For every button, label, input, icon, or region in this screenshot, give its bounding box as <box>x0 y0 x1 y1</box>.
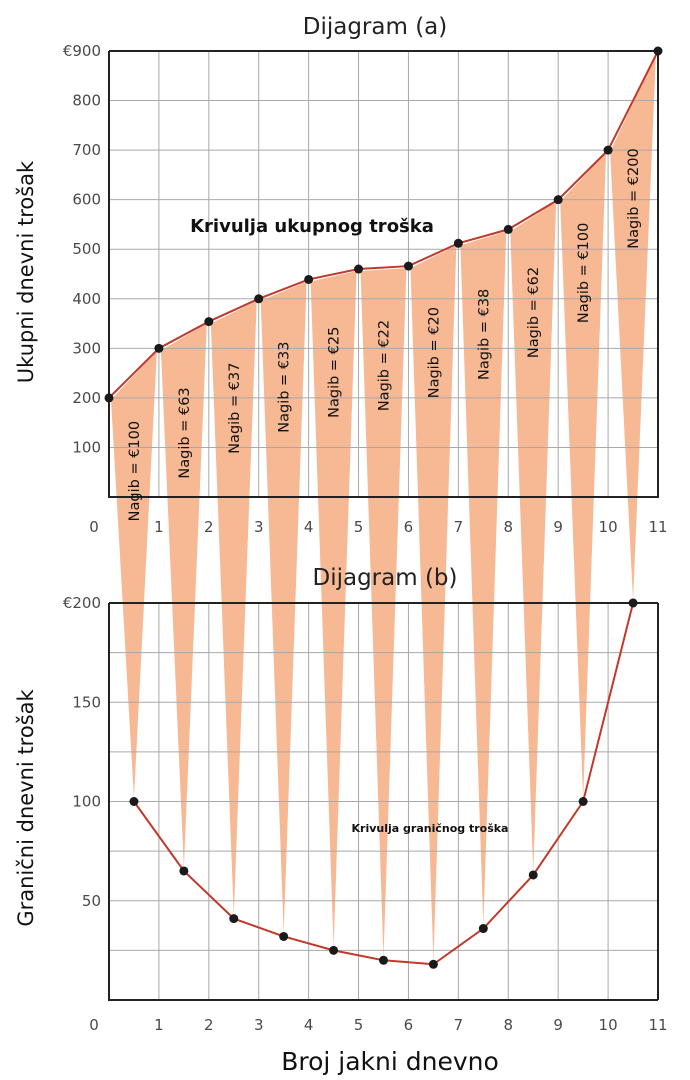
chart-a-ylabel: Ukupni dnevni trošak <box>14 160 38 383</box>
chart-a-x-tick: 8 <box>503 518 513 536</box>
chart-a-y-tick: €900 <box>63 42 101 60</box>
total-cost-curve-label: Krivulja ukupnog troška <box>190 216 434 237</box>
chart-a-x-tick: 4 <box>304 518 314 536</box>
total-cost-point <box>403 261 413 271</box>
chart-a-y-tick: 300 <box>72 339 101 357</box>
total-cost-point <box>453 238 463 248</box>
slope-label: Nagib = €62 <box>526 267 542 358</box>
slope-wedge <box>510 201 557 872</box>
chart-a-y-tick: 600 <box>72 191 101 209</box>
chart-b-y-tick: €200 <box>63 594 101 612</box>
slope-wedge <box>160 323 207 868</box>
marginal-cost-point <box>628 598 638 608</box>
marginal-cost-point <box>379 955 388 965</box>
total-cost-point <box>503 224 513 234</box>
total-cost-point <box>553 195 563 205</box>
slope-label: Nagib = €20 <box>426 307 442 398</box>
slope-label: Nagib = €200 <box>626 148 642 248</box>
chart-a-y-tick: 700 <box>72 141 101 159</box>
chart-a-y-tick: 400 <box>72 290 101 308</box>
total-cost-point <box>304 274 314 284</box>
total-cost-point <box>603 145 613 155</box>
chart-a-frame <box>108 50 659 498</box>
marginal-cost-point <box>179 866 189 876</box>
chart-b-x-tick: 1 <box>154 1016 164 1034</box>
chart-b-y-tick: 150 <box>72 693 101 711</box>
chart-b-x-tick: 3 <box>254 1016 264 1034</box>
chart-b-title: Dijagram (b) <box>313 565 458 591</box>
marginal-cost-point <box>129 797 139 806</box>
chart-b-x-tick: 8 <box>503 1016 513 1034</box>
chart-b-x-tick: 7 <box>454 1016 464 1034</box>
chart-a-y-tick: 100 <box>72 438 101 456</box>
chart-b-x-tick: 10 <box>599 1016 618 1034</box>
marginal-cost-point <box>329 945 339 955</box>
chart-a-x-tick: 3 <box>254 518 264 536</box>
slope-label: Nagib = €33 <box>277 342 293 433</box>
chart-b-ylabel: Granični dnevni trošak <box>14 689 38 927</box>
chart-a-y-tick: 500 <box>72 240 101 258</box>
chart-a-x-tick: 7 <box>454 518 464 536</box>
slope-label: Nagib = €22 <box>377 320 393 411</box>
chart-b-x-tick: 2 <box>204 1016 214 1034</box>
slope-wedge <box>460 231 507 926</box>
chart-a-x-tick: 9 <box>553 518 563 536</box>
chart-a-y-tick: 200 <box>72 389 101 407</box>
chart-a-title: Dijagram (a) <box>303 14 448 40</box>
slope-label: Nagib = €38 <box>476 289 492 380</box>
slope-label: Nagib = €25 <box>327 327 343 418</box>
slope-wedge <box>310 271 357 948</box>
slope-label: Nagib = €63 <box>177 387 193 478</box>
marginal-cost-point <box>578 797 588 806</box>
marginal-cost-point <box>528 870 538 880</box>
chart-b-x-tick: 9 <box>553 1016 563 1034</box>
marginal-cost-curve-label: Krivulja graničnog troška <box>352 822 509 835</box>
chart-b-xlabel: Broj jakni dnevno <box>281 1047 499 1076</box>
marginal-cost-point <box>279 931 289 941</box>
chart-b-y-tick: 100 <box>72 793 101 811</box>
chart-a-x-tick: 6 <box>404 518 414 536</box>
chart-a-x-tick: 5 <box>354 518 364 536</box>
total-cost-point <box>354 264 364 274</box>
total-cost-curve <box>108 50 659 399</box>
chart-a-y-tick: 800 <box>72 92 101 110</box>
chart-b-y-tick: 50 <box>82 892 101 910</box>
slope-wedge <box>210 300 257 916</box>
marginal-cost-point <box>229 914 239 924</box>
chart-b-x-tick: 5 <box>354 1016 364 1034</box>
chart-b-x-tick: 6 <box>404 1016 414 1034</box>
chart-a-x-tick: 10 <box>599 518 618 536</box>
chart-b-x-tick: 11 <box>648 1016 667 1034</box>
total-cost-point <box>254 294 264 304</box>
slope-wedge <box>360 268 407 958</box>
chart-a-x-tick: 2 <box>204 518 214 536</box>
slope-label: Nagib = €100 <box>127 421 143 521</box>
chart-b-x-tick: 4 <box>304 1016 314 1034</box>
total-cost-point <box>104 393 114 403</box>
chart-b-x-tick: 0 <box>89 1016 99 1034</box>
total-cost-point <box>653 46 663 56</box>
total-cost-point <box>154 343 164 353</box>
slope-wedge <box>260 281 307 934</box>
marginal-cost-point <box>428 959 438 969</box>
chart-a-x-tick: 0 <box>89 518 99 536</box>
slope-wedge <box>111 350 157 799</box>
slope-wedge <box>560 152 607 799</box>
slope-label: Nagib = €100 <box>576 223 592 323</box>
chart-b-frame <box>108 603 658 1001</box>
slope-wedge <box>610 53 656 600</box>
chart-a-x-tick: 1 <box>154 518 164 536</box>
slope-label: Nagib = €37 <box>227 363 243 454</box>
chart-a-x-tick: 11 <box>648 518 667 536</box>
total-cost-point <box>204 317 214 327</box>
marginal-cost-point <box>478 924 488 934</box>
